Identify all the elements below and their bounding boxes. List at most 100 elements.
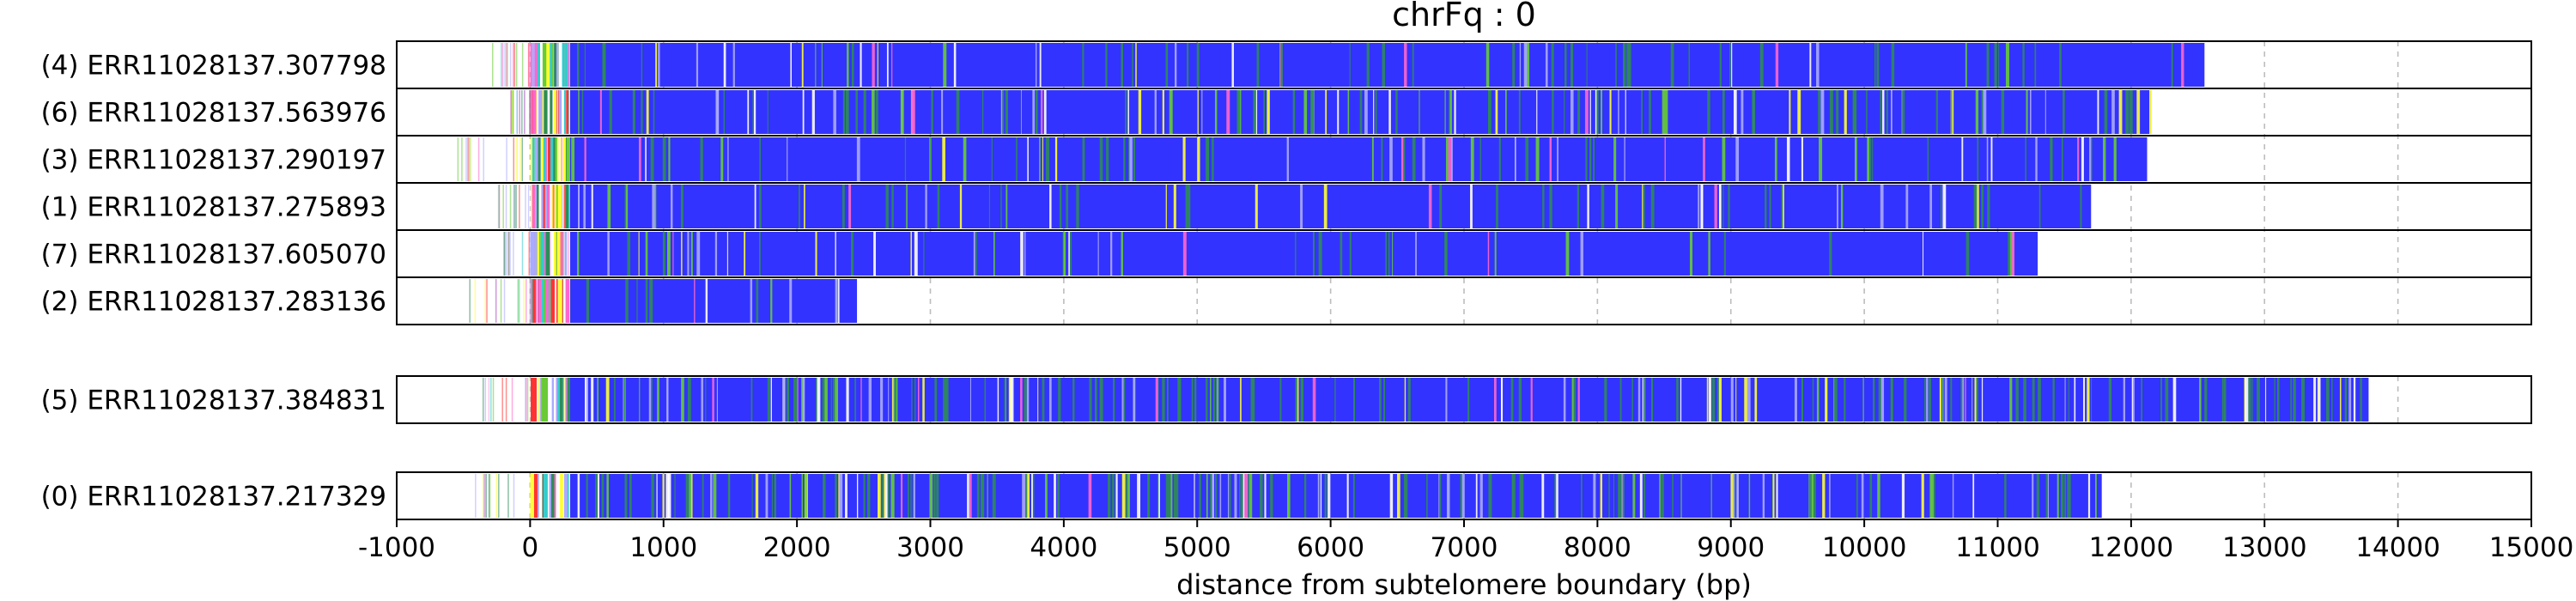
variant-stripe bbox=[770, 378, 772, 422]
variant-stripe bbox=[1994, 43, 1997, 87]
read-row bbox=[475, 474, 2102, 518]
variant-stripe bbox=[759, 185, 762, 228]
read-label: (5) ERR11028137.384831 bbox=[41, 385, 386, 416]
variant-stripe bbox=[1487, 232, 1490, 276]
variant-stripe bbox=[503, 279, 506, 323]
variant-stripe bbox=[1710, 474, 1712, 518]
variant-stripe bbox=[2277, 378, 2280, 422]
variant-stripe bbox=[518, 378, 520, 422]
variant-stripe bbox=[787, 378, 789, 422]
canonical-segment bbox=[569, 232, 2038, 276]
variant-stripe bbox=[1113, 378, 1115, 422]
variant-stripe bbox=[595, 474, 598, 518]
variant-stripe bbox=[1862, 378, 1864, 422]
variant-stripe bbox=[521, 43, 524, 87]
variant-stripe bbox=[1097, 232, 1099, 276]
variant-stripe bbox=[1057, 474, 1060, 518]
variant-stripe bbox=[530, 90, 533, 134]
variant-stripe bbox=[2074, 378, 2076, 422]
variant-stripe bbox=[1735, 378, 1737, 422]
variant-stripe bbox=[1446, 474, 1450, 518]
variant-stripe bbox=[1840, 185, 1844, 228]
read-row bbox=[457, 137, 2148, 181]
x-tick-label: 14000 bbox=[2355, 532, 2440, 563]
variant-stripe bbox=[1703, 137, 1705, 181]
variant-stripe bbox=[564, 232, 568, 276]
variant-stripe bbox=[1512, 43, 1516, 87]
group-frame bbox=[396, 471, 2532, 520]
variant-stripe bbox=[486, 279, 488, 323]
variant-stripe bbox=[1973, 185, 1978, 228]
variant-stripe bbox=[2348, 378, 2352, 422]
variant-stripe bbox=[973, 232, 975, 276]
variant-stripe bbox=[1494, 378, 1497, 422]
variant-stripe bbox=[563, 90, 567, 134]
variant-stripe bbox=[567, 474, 569, 518]
variant-stripe bbox=[992, 474, 996, 518]
variant-stripe bbox=[1470, 185, 1473, 228]
variant-stripe bbox=[694, 279, 696, 323]
variant-stripe bbox=[1774, 137, 1777, 181]
variant-stripe bbox=[1154, 90, 1157, 134]
variant-stripe bbox=[1479, 474, 1483, 518]
variant-stripe bbox=[1706, 378, 1709, 422]
variant-stripe bbox=[1500, 378, 1503, 422]
variant-stripe bbox=[1157, 474, 1159, 518]
variant-stripe bbox=[645, 137, 647, 181]
variant-stripe bbox=[2264, 378, 2267, 422]
variant-stripe bbox=[556, 137, 560, 181]
variant-stripe bbox=[1735, 137, 1740, 181]
variant-stripe bbox=[607, 232, 610, 276]
variant-stripe bbox=[2025, 137, 2026, 181]
variant-stripe bbox=[1974, 378, 1977, 422]
variant-stripe bbox=[1138, 90, 1142, 134]
variant-stripe bbox=[1404, 43, 1407, 87]
variant-stripe bbox=[2223, 378, 2227, 422]
variant-stripe bbox=[1965, 232, 1970, 276]
variant-stripe bbox=[544, 232, 548, 276]
variant-stripe bbox=[1174, 43, 1177, 87]
variant-stripe bbox=[1216, 378, 1219, 422]
variant-stripe bbox=[521, 137, 524, 181]
variant-stripe bbox=[527, 185, 530, 228]
variant-stripe bbox=[651, 474, 654, 518]
variant-stripe bbox=[2059, 43, 2062, 87]
group-frame bbox=[396, 375, 2532, 424]
variant-stripe bbox=[532, 90, 537, 134]
variant-stripe bbox=[1808, 474, 1812, 518]
variant-stripe bbox=[1856, 474, 1858, 518]
variant-stripe bbox=[1263, 90, 1266, 134]
variant-stripe bbox=[873, 232, 876, 276]
variant-stripe bbox=[687, 378, 691, 422]
variant-stripe bbox=[1210, 474, 1212, 518]
variant-stripe bbox=[2095, 474, 2097, 518]
variant-stripe bbox=[501, 43, 504, 87]
variant-stripe bbox=[770, 279, 773, 323]
variant-stripe bbox=[1935, 90, 1938, 134]
variant-stripe bbox=[1861, 474, 1864, 518]
variant-stripe bbox=[923, 232, 925, 276]
variant-stripe bbox=[2199, 378, 2202, 422]
variant-stripe bbox=[838, 474, 840, 518]
variant-stripe bbox=[521, 90, 523, 134]
variant-stripe bbox=[1106, 137, 1109, 181]
variant-stripe bbox=[544, 474, 548, 518]
variant-stripe bbox=[975, 232, 977, 276]
variant-stripe bbox=[2108, 378, 2112, 422]
variant-stripe bbox=[1874, 43, 1876, 87]
variant-stripe bbox=[1389, 137, 1393, 181]
variant-stripe bbox=[559, 43, 562, 87]
variant-stripe bbox=[953, 43, 957, 87]
variant-stripe bbox=[1981, 90, 1984, 134]
variant-stripe bbox=[563, 185, 566, 228]
variant-stripe bbox=[1990, 137, 1993, 181]
x-axis: -1000 0 1000 2000 3000 4000 5000 6000 7000 8000 90… bbox=[358, 520, 2573, 563]
variant-stripe bbox=[1173, 185, 1176, 228]
variant-stripe bbox=[1383, 378, 1386, 422]
canonical-segment bbox=[569, 378, 2369, 422]
variant-stripe bbox=[1349, 232, 1352, 276]
variant-stripe bbox=[1680, 474, 1682, 518]
variant-stripe bbox=[538, 43, 544, 87]
variant-stripe bbox=[1650, 185, 1655, 228]
variant-stripe bbox=[1829, 474, 1831, 518]
